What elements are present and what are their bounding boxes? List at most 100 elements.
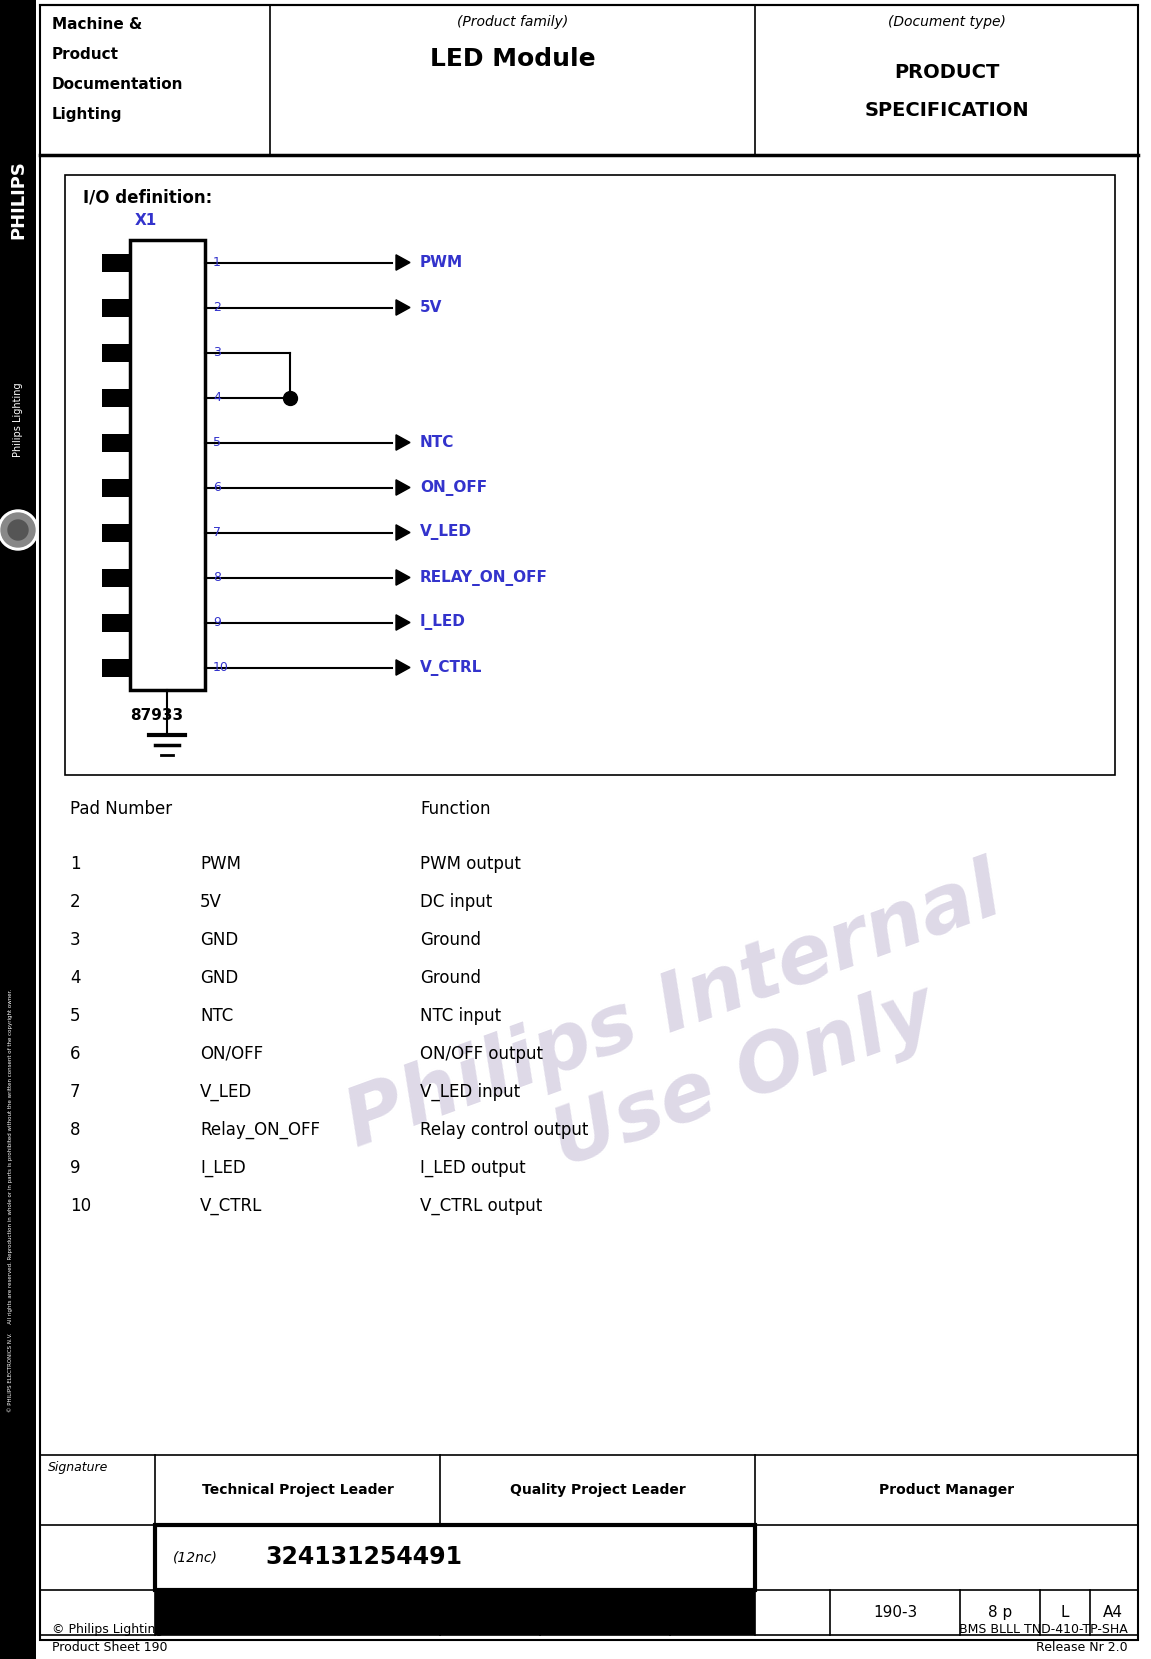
Circle shape — [1, 513, 35, 547]
Text: 8: 8 — [70, 1121, 81, 1140]
Text: DC input: DC input — [420, 893, 493, 911]
Text: 1: 1 — [213, 255, 221, 269]
Bar — [0, 0, 36, 1659]
Bar — [102, 569, 130, 587]
Text: RELAY_ON_OFF: RELAY_ON_OFF — [420, 569, 548, 586]
Text: I_LED: I_LED — [200, 1160, 246, 1176]
Text: Product Manager: Product Manager — [879, 1483, 1014, 1496]
Text: Pad Number: Pad Number — [70, 800, 173, 818]
Bar — [155, 1589, 755, 1636]
Text: ON/OFF: ON/OFF — [200, 1045, 264, 1063]
Polygon shape — [396, 660, 410, 675]
Circle shape — [8, 519, 28, 539]
Text: 2: 2 — [70, 893, 81, 911]
Text: 5V: 5V — [200, 893, 222, 911]
Text: I_LED output: I_LED output — [420, 1160, 526, 1176]
Bar — [102, 659, 130, 677]
Bar — [102, 343, 130, 362]
Text: PWM: PWM — [420, 255, 463, 270]
Text: 4: 4 — [70, 969, 81, 987]
Text: 6: 6 — [70, 1045, 81, 1063]
Text: V_LED: V_LED — [420, 524, 472, 541]
Text: V_CTRL output: V_CTRL output — [420, 1198, 542, 1214]
Polygon shape — [396, 255, 410, 270]
Polygon shape — [396, 479, 410, 494]
Text: Release Nr 2.0: Release Nr 2.0 — [1036, 1641, 1128, 1654]
Bar — [0, 360, 36, 479]
Text: PWM: PWM — [200, 854, 241, 873]
Text: I/O definition:: I/O definition: — [83, 189, 212, 207]
Text: 10: 10 — [213, 660, 229, 674]
Text: NTC: NTC — [200, 1007, 234, 1025]
Polygon shape — [396, 615, 410, 630]
Text: V_CTRL: V_CTRL — [200, 1198, 262, 1214]
Text: 324131254491: 324131254491 — [265, 1546, 462, 1569]
Text: PHILIPS: PHILIPS — [9, 161, 26, 239]
Text: GND: GND — [200, 931, 238, 949]
Text: 2: 2 — [213, 300, 221, 314]
Text: 5: 5 — [70, 1007, 81, 1025]
Text: I_LED: I_LED — [420, 614, 466, 630]
Text: 8: 8 — [213, 571, 221, 584]
Text: Function: Function — [420, 800, 490, 818]
Text: (Document type): (Document type) — [887, 15, 1006, 28]
Bar — [102, 524, 130, 541]
Text: A4: A4 — [1103, 1604, 1123, 1619]
Text: (Product family): (Product family) — [457, 15, 569, 28]
Text: 3: 3 — [213, 347, 221, 358]
Text: Quality Project Leader: Quality Project Leader — [510, 1483, 685, 1496]
Text: © Philips Lighting: © Philips Lighting — [52, 1623, 163, 1636]
Text: 3: 3 — [70, 931, 81, 949]
Bar — [130, 241, 205, 690]
Text: Documentation: Documentation — [52, 76, 183, 91]
Text: Signature: Signature — [48, 1462, 108, 1473]
Bar — [102, 433, 130, 451]
Text: Ground: Ground — [420, 969, 481, 987]
Text: Product Sheet 190: Product Sheet 190 — [52, 1641, 168, 1654]
Text: © PHILIPS ELECTRONICS N.V.     All rights are reserved. Reproduction in whole or: © PHILIPS ELECTRONICS N.V. All rights ar… — [7, 989, 13, 1412]
Text: 87933: 87933 — [130, 708, 183, 723]
Text: 9: 9 — [70, 1160, 81, 1176]
Text: PWM output: PWM output — [420, 854, 521, 873]
Text: V_CTRL: V_CTRL — [420, 660, 482, 675]
Polygon shape — [396, 569, 410, 586]
Text: 10: 10 — [70, 1198, 91, 1214]
Text: Philips Lighting: Philips Lighting — [13, 383, 23, 458]
Text: X1: X1 — [135, 212, 158, 227]
Text: Philips Internal
   Use Only: Philips Internal Use Only — [335, 853, 1043, 1248]
Text: 190-3: 190-3 — [872, 1604, 917, 1619]
Text: Relay control output: Relay control output — [420, 1121, 588, 1140]
Text: 7: 7 — [70, 1083, 81, 1102]
Text: 4: 4 — [213, 392, 221, 405]
Text: Product: Product — [52, 46, 119, 61]
Polygon shape — [396, 300, 410, 315]
Text: 7: 7 — [213, 526, 221, 539]
Text: V_LED: V_LED — [200, 1083, 252, 1102]
Bar — [64, 174, 1115, 775]
Bar — [102, 614, 130, 632]
Text: NTC: NTC — [420, 435, 455, 450]
Text: ON_OFF: ON_OFF — [420, 479, 487, 496]
Text: L: L — [1061, 1604, 1069, 1619]
Text: 1: 1 — [70, 854, 81, 873]
Circle shape — [0, 509, 38, 551]
Text: Relay_ON_OFF: Relay_ON_OFF — [200, 1121, 320, 1140]
Text: 5V: 5V — [420, 300, 442, 315]
Text: LED Module: LED Module — [429, 46, 595, 71]
Text: Technical Project Leader: Technical Project Leader — [201, 1483, 394, 1496]
Text: SPECIFICATION: SPECIFICATION — [864, 101, 1029, 119]
Text: V_LED input: V_LED input — [420, 1083, 520, 1102]
Bar — [102, 478, 130, 496]
Text: GND: GND — [200, 969, 238, 987]
Bar — [102, 299, 130, 317]
Polygon shape — [396, 435, 410, 450]
Text: 8 p: 8 p — [988, 1604, 1012, 1619]
Polygon shape — [396, 524, 410, 541]
Text: ON/OFF output: ON/OFF output — [420, 1045, 543, 1063]
Text: PRODUCT: PRODUCT — [894, 63, 999, 83]
Text: BMS BLLL TND-410-TP-SHA: BMS BLLL TND-410-TP-SHA — [959, 1623, 1128, 1636]
Bar — [155, 1525, 755, 1589]
Text: NTC input: NTC input — [420, 1007, 501, 1025]
Text: Lighting: Lighting — [52, 106, 122, 123]
Text: 5: 5 — [213, 436, 221, 450]
